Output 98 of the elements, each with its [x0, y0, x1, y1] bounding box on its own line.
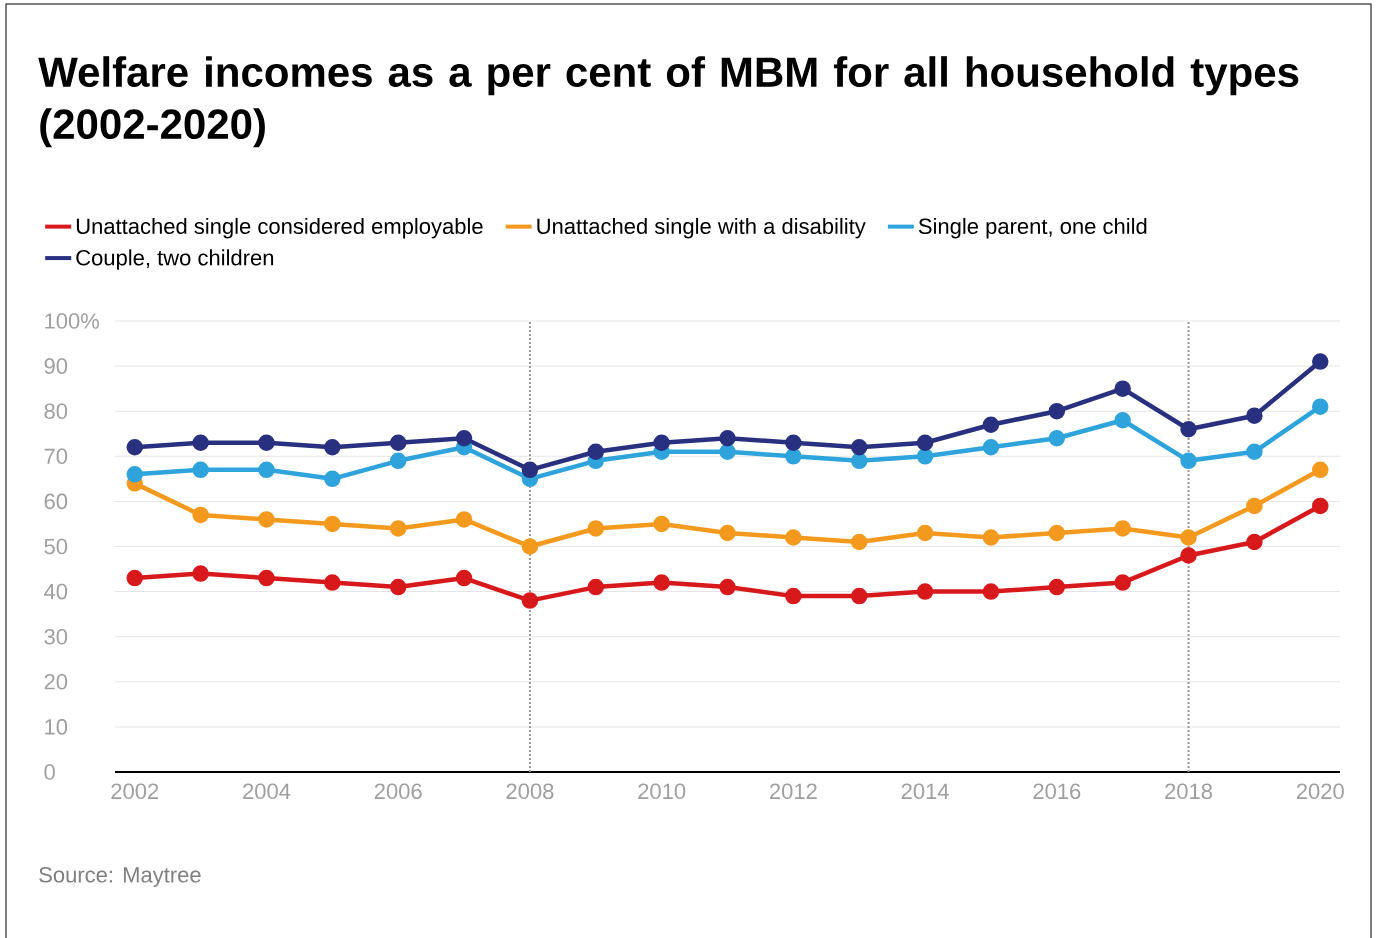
point	[1312, 353, 1329, 370]
point	[126, 439, 144, 456]
point	[324, 574, 341, 591]
point	[258, 434, 275, 452]
y-tick-label: 60	[44, 493, 68, 510]
point	[126, 466, 144, 483]
point	[192, 506, 209, 524]
point	[653, 434, 670, 452]
point	[1180, 529, 1197, 546]
x-tick-label: 2020	[1296, 783, 1344, 800]
point	[1180, 547, 1197, 564]
y-tick-label: 90	[44, 358, 68, 374]
x-tick-label: 2002	[111, 783, 159, 800]
point	[258, 511, 275, 528]
point	[785, 434, 802, 452]
point	[521, 538, 539, 555]
source-note: Source: Maytree	[39, 867, 201, 887]
point	[719, 578, 736, 596]
legend-label: Couple, two children	[76, 249, 274, 270]
point	[389, 520, 407, 537]
point	[1048, 578, 1066, 596]
y-tick-label: 20	[44, 674, 68, 690]
x-tick-label: 2006	[374, 783, 422, 800]
point	[587, 578, 605, 596]
y-tick-label: 40	[44, 583, 68, 600]
point	[1114, 574, 1131, 591]
point	[521, 461, 539, 479]
point	[719, 430, 736, 447]
x-tick-label: 2012	[770, 783, 817, 800]
x-tick-label: 2016	[1033, 783, 1081, 800]
x-tick-label: 2004	[243, 783, 291, 800]
point	[126, 569, 144, 587]
y-tick-label: 0	[44, 764, 55, 780]
point	[192, 434, 209, 452]
x-tick-label: 2018	[1165, 783, 1213, 800]
point	[916, 448, 934, 465]
point	[785, 448, 802, 465]
point	[1048, 524, 1066, 542]
point	[916, 583, 934, 600]
point	[653, 515, 670, 533]
legend-label: Single parent, one child	[918, 217, 1147, 239]
point	[982, 529, 1000, 546]
point	[455, 511, 473, 528]
y-tick-label: 30	[44, 628, 68, 645]
point	[521, 592, 539, 609]
point	[324, 470, 341, 488]
point	[1312, 461, 1329, 479]
point	[1312, 398, 1329, 415]
point	[455, 569, 473, 587]
point	[1246, 407, 1263, 424]
point	[785, 587, 802, 605]
point	[1048, 430, 1066, 447]
point	[1246, 497, 1263, 515]
point	[1180, 420, 1197, 438]
point	[1114, 380, 1131, 397]
point	[1312, 497, 1329, 515]
point	[982, 439, 1000, 456]
y-tick-label: 50	[44, 538, 68, 555]
point	[850, 533, 868, 551]
x-tick-label: 2008	[506, 783, 554, 800]
point	[1180, 452, 1197, 470]
point	[916, 434, 934, 452]
point	[324, 515, 341, 533]
legend-label: Unattached single considered employable	[76, 217, 483, 239]
y-tick-label: 10	[45, 719, 68, 735]
point	[850, 587, 868, 605]
point	[587, 520, 605, 537]
point	[389, 452, 407, 470]
point	[1114, 411, 1131, 429]
point	[850, 452, 868, 470]
legend-label: Unattached single with a disability	[537, 217, 866, 239]
point	[258, 569, 275, 587]
point	[1246, 443, 1263, 461]
point	[719, 524, 736, 542]
point	[587, 443, 605, 461]
y-tick-label: 100%	[45, 313, 100, 329]
point	[455, 430, 473, 447]
point	[389, 578, 407, 596]
point	[258, 461, 275, 479]
point	[850, 439, 868, 456]
x-tick-label: 2014	[901, 783, 949, 800]
point	[389, 434, 407, 452]
y-tick-label: 70	[44, 448, 68, 465]
point	[1246, 533, 1263, 551]
point	[719, 443, 736, 461]
point	[192, 461, 209, 479]
point	[1114, 520, 1131, 537]
point	[324, 439, 341, 456]
chart-title: Welfare incomes as a per cent of MBM for all household types (2002-2020)	[38, 56, 1299, 148]
x-tick-label: 2010	[638, 783, 686, 800]
point	[192, 565, 209, 582]
point	[1048, 402, 1066, 420]
point	[653, 574, 670, 591]
point	[982, 416, 1000, 433]
point	[916, 524, 934, 542]
y-tick-label: 80	[44, 403, 68, 419]
point	[982, 583, 1000, 600]
point	[785, 529, 802, 546]
